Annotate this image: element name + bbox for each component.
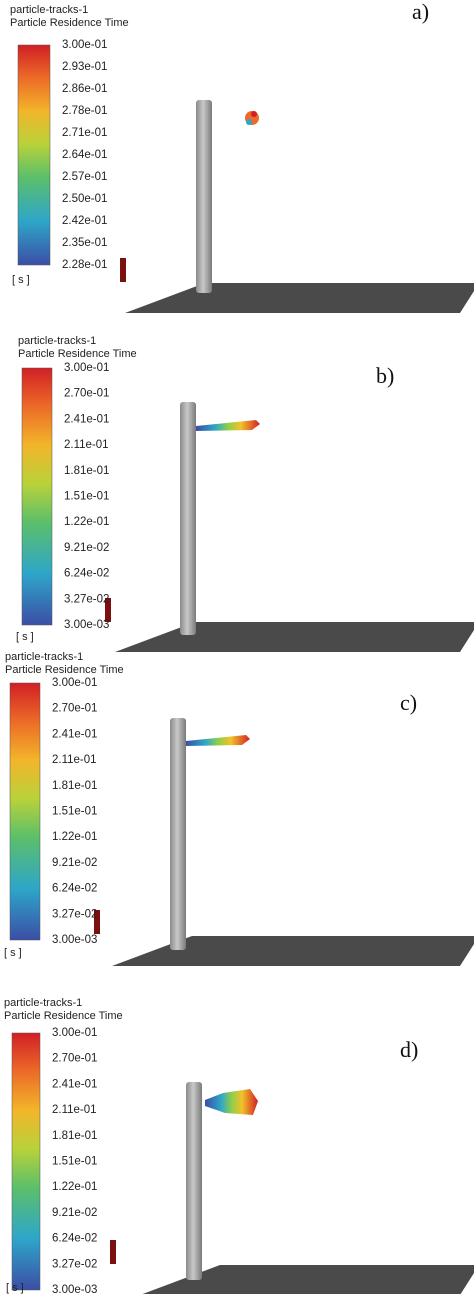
colorbar-tick-label: 2.86e-01 <box>62 83 107 95</box>
colorbar-tick-label: 2.93e-01 <box>62 61 107 73</box>
floor <box>115 622 474 652</box>
colorbar-tick-label: 1.22e-01 <box>52 831 97 843</box>
colorbar-tick-label: 3.27e-02 <box>52 908 97 920</box>
colorbar-tick-label: 6.24e-02 <box>64 568 109 580</box>
colorbar-tick-label: 3.00e-01 <box>52 1027 97 1039</box>
inlet-marker <box>105 598 111 622</box>
colorbar-tick-label: 2.70e-01 <box>64 388 109 400</box>
panel-label: b) <box>376 363 394 388</box>
colorbar-tick-label: 3.00e-03 <box>64 619 109 631</box>
floor <box>112 936 474 966</box>
colorbar-tick-label: 2.41e-01 <box>52 728 97 740</box>
colorbar-tick-label: 1.81e-01 <box>52 1130 97 1142</box>
particle-stream <box>196 420 260 431</box>
colorbar-tick-label: 1.51e-01 <box>64 491 109 503</box>
colorbar-tick-label: 1.81e-01 <box>52 780 97 792</box>
unit-label: [ s ] <box>6 1282 24 1294</box>
legend-title: particle-tracks-1 <box>4 997 82 1009</box>
colorbar-tick-label: 3.27e-02 <box>52 1258 97 1270</box>
unit-label: [ s ] <box>4 947 22 959</box>
legend-subtitle: Particle Residence Time <box>5 664 124 676</box>
colorbar-tick-label: 2.41e-01 <box>52 1078 97 1090</box>
colorbar <box>21 367 53 626</box>
colorbar-tick-label: 1.51e-01 <box>52 1156 97 1168</box>
colorbar-tick-label: 2.57e-01 <box>62 171 107 183</box>
colorbar-tick-label: 2.70e-01 <box>52 703 97 715</box>
colorbar-tick-label: 3.00e-03 <box>52 934 97 946</box>
colorbar-tick-label: 3.00e-01 <box>52 677 97 689</box>
colorbar-tick-label: 1.51e-01 <box>52 806 97 818</box>
colorbar-tick-label: 3.27e-02 <box>64 593 109 605</box>
colorbar-tick-label: 2.70e-01 <box>52 1053 97 1065</box>
panel-label: d) <box>400 1037 418 1062</box>
colorbar-tick-label: 1.22e-01 <box>52 1181 97 1193</box>
colorbar-tick-label: 2.28e-01 <box>62 259 107 271</box>
colorbar-tick-label: 6.24e-02 <box>52 1233 97 1245</box>
panel-label: a) <box>412 0 429 24</box>
colorbar-tick-label: 2.78e-01 <box>62 105 107 117</box>
pole <box>186 1082 202 1280</box>
pole <box>170 718 186 950</box>
pole <box>180 402 196 635</box>
unit-label: [ s ] <box>16 631 34 643</box>
colorbar <box>17 44 51 266</box>
unit-label: [ s ] <box>12 274 30 286</box>
colorbar-tick-label: 9.21e-02 <box>64 542 109 554</box>
colorbar-tick-label: 3.00e-01 <box>64 362 109 374</box>
colorbar-tick-label: 2.11e-01 <box>52 754 97 766</box>
colorbar-tick-label: 1.81e-01 <box>64 465 109 477</box>
particle-cloud <box>246 119 252 125</box>
legend-title: particle-tracks-1 <box>10 4 88 16</box>
legend-title: particle-tracks-1 <box>18 335 96 347</box>
colorbar-tick-label: 3.00e-01 <box>62 39 107 51</box>
floor <box>125 283 474 313</box>
colorbar-tick-label: 9.21e-02 <box>52 1207 97 1219</box>
legend-subtitle: Particle Residence Time <box>18 348 137 360</box>
colorbar <box>11 1032 41 1291</box>
colorbar-tick-label: 2.35e-01 <box>62 237 107 249</box>
panel-label: c) <box>400 690 417 715</box>
colorbar-tick-label: 3.00e-03 <box>52 1284 97 1294</box>
colorbar-tick-label: 2.42e-01 <box>62 215 107 227</box>
colorbar-tick-label: 2.64e-01 <box>62 149 107 161</box>
colorbar-tick-label: 1.22e-01 <box>64 516 109 528</box>
colorbar <box>9 682 41 941</box>
inlet-marker <box>94 910 100 934</box>
particle-cloud <box>251 111 257 117</box>
colorbar-tick-label: 2.11e-01 <box>52 1104 97 1116</box>
legend-subtitle: Particle Residence Time <box>4 1010 123 1022</box>
particle-stream <box>205 1089 258 1115</box>
colorbar-tick-label: 9.21e-02 <box>52 857 97 869</box>
colorbar-tick-label: 2.11e-01 <box>64 439 109 451</box>
floor <box>142 1265 474 1294</box>
inlet-marker <box>110 1240 116 1264</box>
inlet-marker <box>120 258 126 282</box>
colorbar-tick-label: 2.50e-01 <box>62 193 107 205</box>
pole <box>196 100 212 293</box>
particle-stream <box>186 735 250 746</box>
legend-title: particle-tracks-1 <box>5 651 83 663</box>
colorbar-tick-label: 2.41e-01 <box>64 413 109 425</box>
legend-subtitle: Particle Residence Time <box>10 17 129 29</box>
colorbar-tick-label: 2.71e-01 <box>62 127 107 139</box>
colorbar-tick-label: 6.24e-02 <box>52 883 97 895</box>
